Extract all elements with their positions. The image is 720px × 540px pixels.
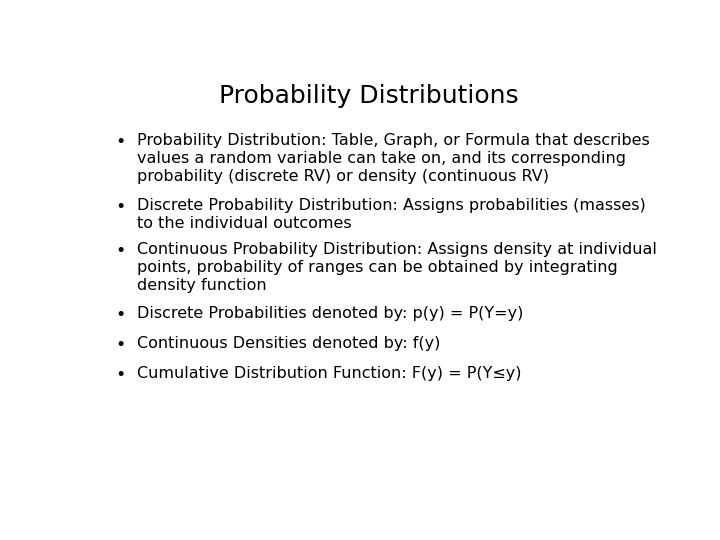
Text: Continuous Probability Distribution: Assigns density at individual
points, proba: Continuous Probability Distribution: Ass…	[138, 241, 657, 293]
Text: Probability Distributions: Probability Distributions	[219, 84, 519, 107]
Text: Discrete Probabilities denoted by: p(y) = P(Y=y): Discrete Probabilities denoted by: p(y) …	[138, 306, 524, 321]
Text: Continuous Densities denoted by: f(y): Continuous Densities denoted by: f(y)	[138, 336, 441, 351]
Text: •: •	[115, 133, 125, 151]
Text: •: •	[115, 241, 125, 260]
Text: Discrete Probability Distribution: Assigns probabilities (masses)
to the individ: Discrete Probability Distribution: Assig…	[138, 198, 646, 231]
Text: •: •	[115, 306, 125, 324]
Text: •: •	[115, 336, 125, 354]
Text: •: •	[115, 198, 125, 216]
Text: Cumulative Distribution Function: F(y) = P(Y≤y): Cumulative Distribution Function: F(y) =…	[138, 366, 522, 381]
Text: Probability Distribution: Table, Graph, or Formula that describes
values a rando: Probability Distribution: Table, Graph, …	[138, 133, 650, 184]
Text: •: •	[115, 366, 125, 384]
